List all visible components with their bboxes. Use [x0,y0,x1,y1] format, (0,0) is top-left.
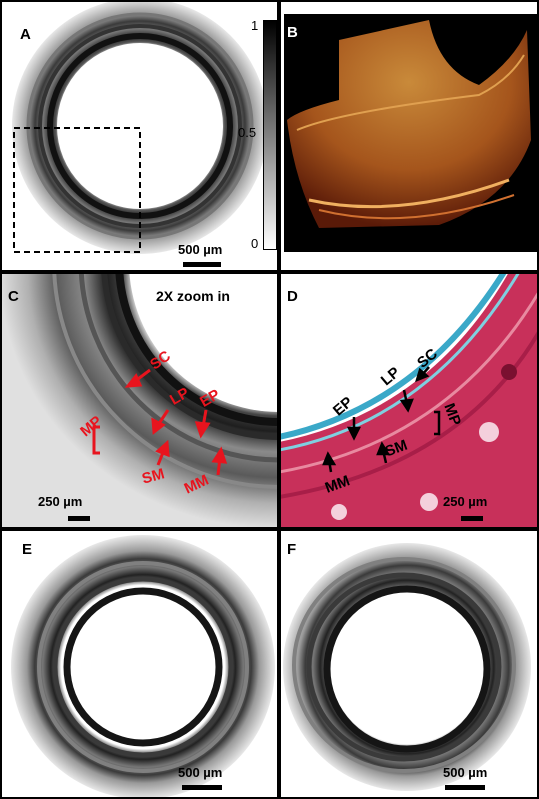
panel-c-letter: C [8,288,19,305]
panel-f-letter: F [287,541,297,558]
panel-b: B [279,0,539,272]
panel-e-scale-bar [182,785,222,790]
panel-b-letter: B [287,24,298,41]
panel-d-scale-bar [461,516,483,521]
panel-c-image [0,272,279,529]
panel-d: D SC LP EP MP SM MM 250 µm [279,272,539,529]
panel-c-scale-bar [68,516,90,521]
panel-e-scale-label: 500 µm [178,765,223,780]
panel-e-letter: E [22,541,33,558]
panel-a-scale-label: 500 µm [178,242,223,257]
panel-a-scale-bar [183,262,221,267]
colorbar [263,20,277,250]
panel-a: A 1 0.5 0 500 µm [0,0,279,272]
panel-a-image [12,0,268,254]
panel-f-scale-label: 500 µm [443,765,488,780]
panel-a-letter: A [20,26,31,43]
panel-d-scale-label: 250 µm [443,494,488,509]
colorbar-min-label: 0 [251,236,259,251]
panel-b-render [284,14,537,252]
colorbar-max-label: 1 [251,18,259,33]
colorbar-mid-label: 0.5 [238,125,257,140]
panel-e-image [11,535,275,799]
panel-e: E 500 µm [0,529,279,799]
panel-d-letter: D [287,288,298,305]
panel-d-histology [279,272,539,529]
panel-f-image [283,543,531,791]
panel-c-scale-label: 250 µm [38,494,83,509]
panel-f: F 500 µm [279,529,539,799]
panel-f-scale-bar [445,785,485,790]
panel-c-zoom-label: 2X zoom in [156,288,230,304]
panel-c: C 2X zoom in SC LP EP MP SM MM 250 µm [0,272,279,529]
